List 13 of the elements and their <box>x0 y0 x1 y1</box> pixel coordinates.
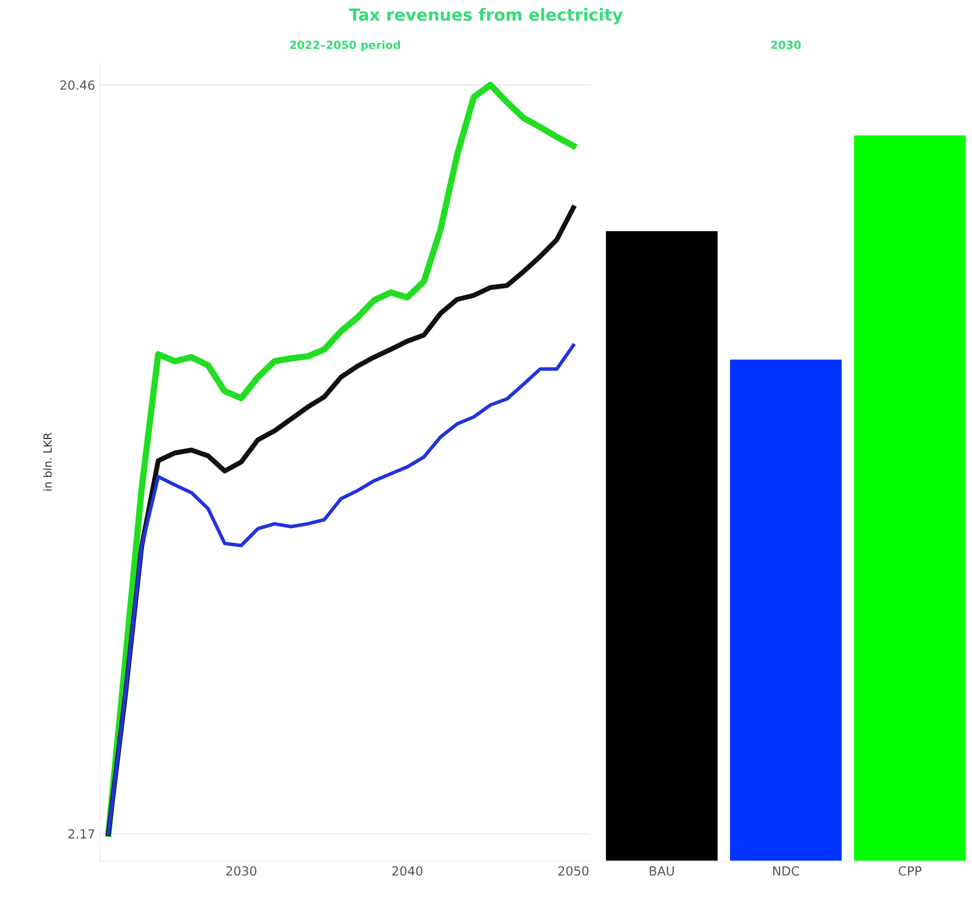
chart-title: Tax revenues from electricity <box>349 8 623 24</box>
y-tick-label: 2.17 <box>68 829 94 838</box>
x-tick-label: BAU <box>650 866 674 876</box>
y-tick-label: 20.46 <box>60 80 94 90</box>
x-tick-label: 2050 <box>558 866 588 876</box>
x-tick-label: 2040 <box>392 866 422 876</box>
chart-subtitle: 2022–2050 period <box>290 40 400 52</box>
x-tick-label: CPP <box>898 866 922 876</box>
y-axis-title: in bln. LKR <box>43 432 52 490</box>
x-tick-label: NDC <box>773 866 800 876</box>
chart-title: 2030 <box>771 40 801 50</box>
x-tick-label: 2030 <box>226 866 256 876</box>
line-series <box>106 344 576 836</box>
